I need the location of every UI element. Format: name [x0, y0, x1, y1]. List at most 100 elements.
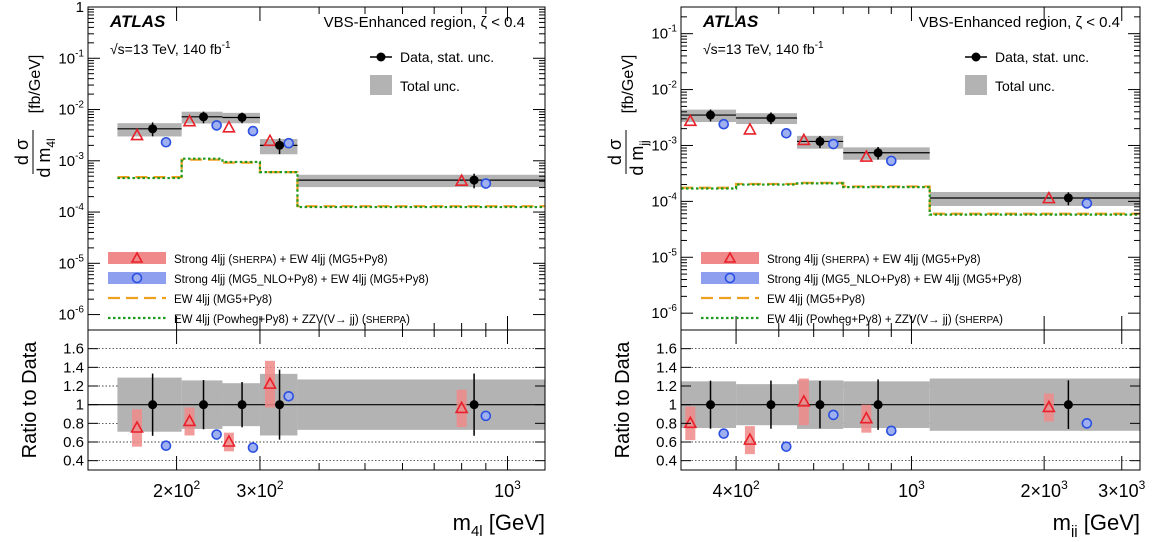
y-tick-label: 10-6 — [651, 303, 677, 322]
total-unc-band — [843, 147, 930, 160]
mg5-circle-marker — [1081, 198, 1093, 209]
ratio-sherpa-marker — [222, 434, 236, 447]
ratio-data-point — [199, 400, 209, 410]
legend-entry-smallcaps: SHERPA — [825, 255, 866, 266]
ratio-y-tick-label: 0.4 — [63, 453, 84, 470]
x-axis-label-sub: jj — [1070, 523, 1078, 537]
ratio-frame — [87, 329, 546, 471]
y-axis-label-unit: [fb/GeV] — [27, 55, 44, 114]
ratio-sherpa-unc — [184, 407, 195, 436]
ratio-data-point — [766, 400, 776, 410]
sherpa-triangle-marker — [263, 133, 277, 147]
x-tick-exponent: 3 — [514, 478, 521, 492]
legend-data-marker — [971, 52, 981, 62]
legend-data-marker — [376, 52, 386, 62]
ratio-sherpa-unc — [861, 404, 872, 433]
atlas-label: ATLAS — [702, 12, 759, 31]
ratio-data-point — [706, 400, 716, 410]
y-tick-exponent: -3 — [75, 151, 84, 162]
legend-entry-label: Strong 4ljj (MG5_NLO+Py8) + EW 4ljj (MG5… — [767, 274, 1022, 286]
ratio-data-point — [815, 400, 825, 410]
y-axis-label-den: d mjj — [627, 140, 651, 175]
region-label: VBS-Enhanced region, ζ < 0.4 — [919, 14, 1120, 31]
ratio-sherpa-unc — [264, 360, 275, 408]
legend-data-label: Data, stat. unc. — [995, 49, 1089, 65]
y-tick-label: 10-5 — [651, 247, 677, 266]
ratio-y-tick-label: 1.2 — [63, 378, 84, 395]
region-label: VBS-Enhanced region, ζ < 0.4 — [324, 14, 525, 31]
lumi-exponent: -1 — [815, 40, 824, 51]
panel-m4l: 10-610-510-410-310-210-110.40.60.811.21.… — [12, 0, 546, 540]
ratio-y-tick-label: 1.6 — [63, 341, 84, 358]
legend-entry-post: ) + EW 4ljj (MG5+Py8) — [866, 254, 981, 266]
data-point — [706, 110, 716, 120]
mg5-circle-marker — [780, 128, 792, 139]
legend-entry-post: ) + EW 4ljj (MG5+Py8) — [273, 254, 388, 266]
ew-step-dotted — [681, 182, 1140, 216]
ratio-y-tick-label: 0.8 — [63, 415, 84, 432]
ratio-data-point — [275, 400, 285, 410]
main-plot-area — [681, 109, 1140, 216]
legend-total-unc-label: Total unc. — [400, 78, 460, 94]
sherpa-triangle-marker — [797, 132, 811, 146]
ratio-sherpa-unc — [1043, 393, 1054, 422]
y-tick-exponent: -2 — [668, 80, 677, 91]
mg5-circle-marker — [211, 120, 222, 131]
y-tick-exponent: -5 — [75, 253, 84, 264]
x-tick-exponent: 3 — [1139, 478, 1146, 492]
ratio-data-point — [873, 400, 883, 410]
ratio-mg5-marker — [1081, 418, 1093, 429]
ew-step-dotted — [117, 157, 545, 209]
ratio-mg5-marker — [247, 442, 259, 453]
ratio-mg5-marker — [718, 428, 730, 439]
ratio-sherpa-unc — [223, 432, 234, 452]
x-tick-label: 3×102 — [236, 478, 284, 501]
data-point — [148, 124, 158, 134]
ratio-y-axis-label: Ratio to Data — [19, 341, 41, 459]
data-point — [237, 112, 247, 122]
ratio-sherpa-unc — [456, 389, 467, 428]
sherpa-triangle-marker — [454, 173, 469, 186]
mg5-circle-marker — [885, 155, 897, 167]
ratio-sherpa-unc — [744, 426, 755, 455]
ratio-data-point — [469, 400, 479, 410]
x-axis-label: mjj [GeV] — [1053, 510, 1140, 537]
ratio-y-tick-label: 1 — [76, 397, 84, 414]
y-axis-label-sub: 4l — [44, 138, 58, 147]
sherpa-triangle-marker — [859, 149, 874, 162]
sherpa-triangle-marker — [222, 120, 236, 133]
mg5-circle-marker — [160, 136, 172, 148]
ratio-y-tick-label: 0.6 — [63, 434, 84, 451]
ratio-mg5-marker — [828, 409, 839, 421]
x-axis-label: m4l [GeV] — [453, 510, 545, 537]
y-tick-exponent: -3 — [668, 135, 677, 146]
legend-entry-label: Strong 4ljj (SHERPA) + EW 4ljj (MG5+Py8) — [767, 254, 981, 266]
sherpa-triangle-marker — [182, 113, 197, 127]
legend-total-unc-box — [370, 75, 392, 95]
ratio-mg5-marker — [885, 425, 897, 437]
legend-data-label: Data, stat. unc. — [400, 49, 494, 65]
x-tick-label: 3×103 — [1098, 478, 1146, 501]
y-tick-label: 10-5 — [58, 253, 84, 272]
sherpa-triangle-marker — [683, 113, 698, 127]
ratio-sherpa-marker — [263, 376, 277, 389]
x-tick-exponent: 3 — [1061, 478, 1068, 492]
data-point — [815, 136, 825, 146]
ratio-mg5-marker — [211, 429, 222, 440]
y-tick-exponent: -2 — [75, 100, 84, 111]
x-tick-label: 2×103 — [1021, 478, 1069, 501]
ratio-plot-area — [88, 348, 545, 462]
y-tick-exponent: -4 — [75, 202, 84, 213]
y-tick-label: 10-2 — [651, 80, 677, 99]
legend-sherpa-band — [108, 252, 166, 264]
ratio-data-point — [1063, 400, 1073, 410]
ratio-plot-area — [681, 348, 1140, 462]
ratio-mg5-marker — [780, 441, 792, 452]
ratio-sherpa-marker — [683, 415, 698, 429]
x-tick-label: 103 — [898, 478, 925, 501]
y-tick-label: 10-1 — [58, 48, 84, 67]
legend-entry-label: EW 4ljj (Powheg+Py8) + ZZV(V→ jj) (SHERP… — [174, 314, 410, 326]
x-axis-label-unit: [GeV] — [1078, 510, 1140, 535]
